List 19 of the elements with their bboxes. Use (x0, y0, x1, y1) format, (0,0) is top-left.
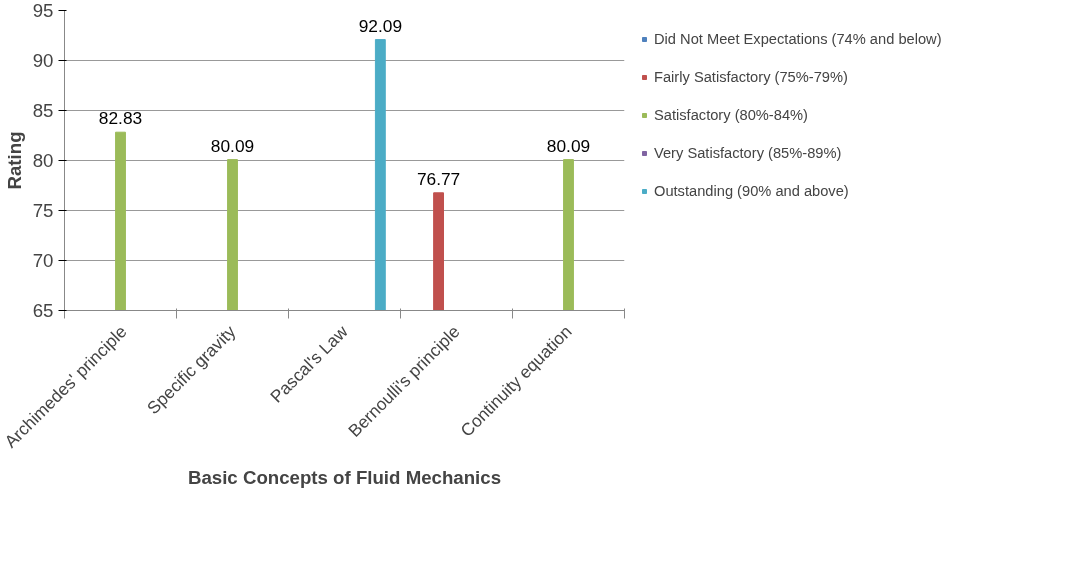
y-tick-label: 70 (32, 250, 54, 271)
y-tick-label: 65 (32, 300, 54, 321)
legend-label: Did Not Meet Expectations (74% and below) (654, 31, 942, 47)
x-axis-title: Basic Concepts of Fluid Mechanics (187, 466, 502, 488)
data-label: 82.83 (98, 108, 143, 129)
data-label: 92.09 (358, 15, 403, 36)
y-tick-label: 90 (32, 50, 54, 71)
data-label: 80.09 (210, 135, 255, 156)
legend-label: Very Satisfactory (85%-89%) (654, 145, 842, 161)
y-tick-label: 75 (32, 200, 54, 221)
legend-label: Satisfactory (80%-84%) (654, 107, 808, 123)
y-tick-label: 95 (32, 0, 54, 21)
data-label: 76.77 (416, 168, 461, 189)
y-tick-label: 80 (32, 150, 54, 171)
legend-label: Outstanding (90% and above) (654, 183, 849, 199)
legend-label: Fairly Satisfactory (75%-79%) (654, 69, 848, 85)
y-tick-label: 85 (32, 100, 54, 121)
data-label: 80.09 (546, 135, 591, 156)
y-axis-title: Rating (3, 131, 25, 190)
